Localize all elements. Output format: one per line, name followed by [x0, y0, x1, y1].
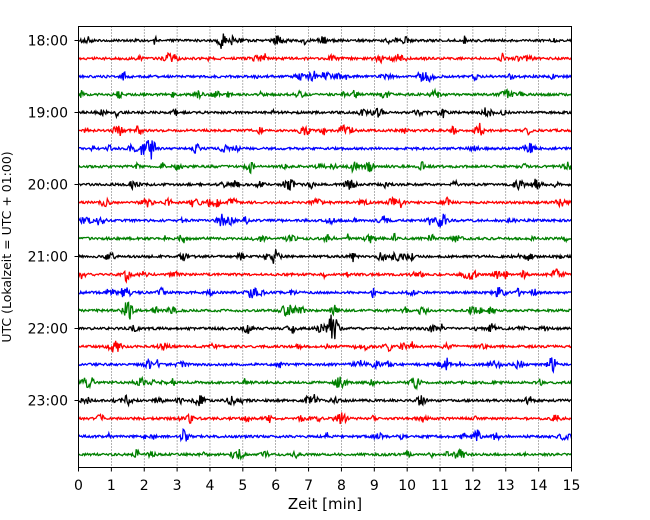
trace-line	[77, 301, 572, 320]
x-tick-label: 4	[206, 478, 215, 494]
y-tick-label: 18:00	[28, 34, 68, 50]
trace-line	[77, 249, 572, 264]
y-tick-label: 23:00	[28, 394, 68, 410]
y-tick-label: 20:00	[28, 178, 68, 194]
x-tick-label: 11	[431, 478, 449, 494]
x-tick-label: 8	[337, 478, 346, 494]
y-tick-label: 19:00	[28, 106, 68, 122]
x-tick-label: 2	[140, 478, 149, 494]
trace-line	[78, 70, 573, 83]
trace-line	[77, 107, 572, 120]
trace-line	[78, 286, 572, 299]
y-axis-label: UTC (Lokalzeit = UTC + 01:00)	[0, 151, 14, 342]
x-tick-label: 3	[173, 478, 182, 494]
trace-line	[77, 160, 573, 175]
x-tick-label: 12	[464, 478, 482, 494]
y-tick-label: 22:00	[28, 322, 68, 338]
trace-line	[78, 394, 572, 408]
trace-line	[78, 357, 572, 374]
x-tick-label: 9	[370, 478, 379, 494]
trace-line	[78, 122, 573, 137]
trace-line	[77, 427, 573, 443]
y-axis: 18:00 19:00 20:00 21:00 22:00 23:00	[28, 34, 79, 410]
trace-group	[77, 33, 573, 461]
trace-line	[77, 268, 573, 284]
trace-line	[77, 340, 573, 353]
x-axis-label: Zeit [min]	[288, 495, 362, 513]
trace-line	[78, 139, 572, 160]
x-tick-label: 7	[304, 478, 313, 494]
x-tick-label: 14	[530, 478, 548, 494]
plot-frame	[78, 26, 572, 468]
trace-line	[78, 51, 573, 65]
trace-line	[78, 33, 573, 49]
x-tick-label: 13	[497, 478, 515, 494]
x-tick-label: 1	[107, 478, 116, 494]
trace-line	[77, 87, 573, 101]
trace-line	[78, 412, 572, 425]
trace-line	[77, 195, 572, 209]
trace-line	[78, 178, 572, 192]
trace-line	[77, 375, 573, 391]
trace-line	[78, 448, 573, 461]
y-tick-label: 21:00	[28, 250, 68, 266]
x-tick-label: 10	[398, 478, 416, 494]
x-axis: 0 1 2 3 4 5 6 7 8 9 10 11 12 13 14 15	[74, 467, 581, 494]
trace-line	[78, 232, 572, 244]
x-tick-label: 5	[238, 478, 247, 494]
x-tick-label: 6	[271, 478, 280, 494]
trace-line	[78, 314, 572, 340]
x-tick-label: 15	[563, 478, 581, 494]
trace-line	[77, 213, 572, 228]
x-tick-label: 0	[74, 478, 83, 494]
